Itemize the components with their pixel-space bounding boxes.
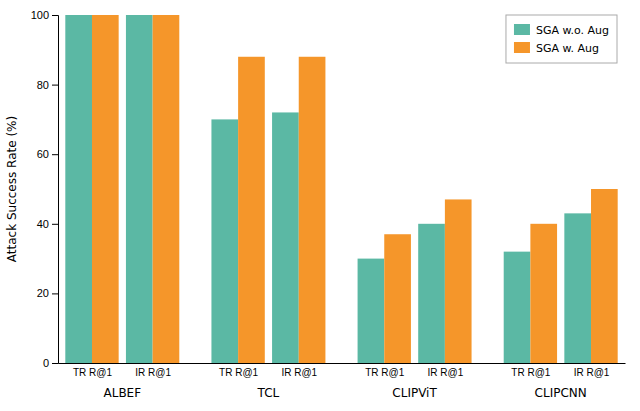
- bar: [92, 15, 119, 363]
- y-tick-label: 40: [37, 218, 49, 230]
- x-tick-label: TR R@1: [511, 367, 550, 378]
- y-tick-mark: [52, 15, 58, 16]
- legend-item: SGA w.o. Aug: [514, 24, 609, 37]
- bar: [384, 234, 411, 363]
- y-tick: 40: [37, 218, 58, 230]
- y-tick: 60: [37, 148, 58, 160]
- x-tick-label: IR R@1: [574, 367, 610, 378]
- bar: [126, 15, 153, 363]
- x-tick-label: TR R@1: [365, 367, 404, 378]
- y-tick-label: 100: [31, 9, 49, 21]
- bar: [211, 119, 238, 363]
- bar: [591, 189, 618, 363]
- x-tick-label: IR R@1: [428, 367, 464, 378]
- legend-swatch: [514, 42, 530, 53]
- legend-box: [506, 15, 617, 63]
- x-tick: IR R@1: [135, 363, 171, 378]
- legend-swatch: [514, 24, 530, 35]
- y-tick-label: 0: [43, 357, 49, 369]
- legend-label: SGA w.o. Aug: [536, 24, 609, 37]
- x-axis: TR R@1 IR R@1 TR R@1 IR R@1 TR R@1 IR R@1 TR R…: [59, 363, 626, 378]
- group-label: ALBEF: [103, 386, 141, 400]
- group-label: CLIPCNN: [535, 386, 587, 400]
- y-axis-title: Attack Success Rate (%): [5, 116, 19, 262]
- group-label: TCL: [257, 386, 280, 400]
- plot-area: 020406080100TR R@1IR R@1TR R@1IR R@1TR R…: [5, 9, 626, 400]
- bar-series: [92, 15, 618, 363]
- y-tick: 80: [37, 79, 58, 91]
- group-labels: ALBEF TCL CLIPViT CLIPCNN: [103, 386, 586, 400]
- x-tick-label: IR R@1: [281, 367, 317, 378]
- bars: [65, 15, 617, 363]
- x-tick-label: TR R@1: [73, 367, 112, 378]
- y-axis: 0 20 40 60 80 100: [31, 9, 59, 369]
- y-tick-mark: [52, 85, 58, 86]
- bar: [299, 57, 326, 363]
- y-tick-label: 60: [37, 148, 49, 160]
- legend-label: SGA w. Aug: [536, 42, 599, 55]
- x-tick: TR R@1: [73, 363, 112, 378]
- x-tick-label: IR R@1: [135, 367, 171, 378]
- chart-container: 020406080100TR R@1IR R@1TR R@1IR R@1TR R…: [0, 0, 640, 411]
- y-tick-mark: [52, 363, 58, 364]
- bar-series: [65, 15, 591, 363]
- legend: SGA w.o. Aug SGA w. Aug: [506, 15, 617, 63]
- x-tick: IR R@1: [574, 363, 610, 378]
- x-tick: TR R@1: [511, 363, 550, 378]
- x-tick: TR R@1: [219, 363, 258, 378]
- y-tick-mark: [52, 224, 58, 225]
- x-tick: TR R@1: [365, 363, 404, 378]
- bar: [65, 15, 92, 363]
- y-tick: 0: [43, 357, 58, 369]
- y-tick-mark: [52, 154, 58, 155]
- y-tick: 20: [37, 287, 58, 299]
- chart-svg: 020406080100TR R@1IR R@1TR R@1IR R@1TR R…: [0, 0, 640, 411]
- bar: [238, 57, 265, 363]
- y-tick-mark: [52, 293, 58, 294]
- y-axis-line: [52, 16, 59, 364]
- bar: [153, 15, 180, 363]
- x-tick-label: TR R@1: [219, 367, 258, 378]
- bar: [530, 224, 557, 363]
- y-tick-label: 80: [37, 79, 49, 91]
- bar: [445, 199, 472, 363]
- bar: [358, 259, 385, 363]
- legend-item: SGA w. Aug: [514, 42, 599, 55]
- bar: [504, 252, 531, 363]
- x-tick: IR R@1: [281, 363, 317, 378]
- y-tick: 100: [31, 9, 58, 21]
- bar: [564, 213, 591, 363]
- x-tick: IR R@1: [428, 363, 464, 378]
- x-axis-line: [59, 363, 626, 364]
- group-label: CLIPViT: [392, 386, 437, 400]
- bar: [272, 112, 299, 363]
- y-tick-label: 20: [37, 287, 49, 299]
- bar: [418, 224, 445, 363]
